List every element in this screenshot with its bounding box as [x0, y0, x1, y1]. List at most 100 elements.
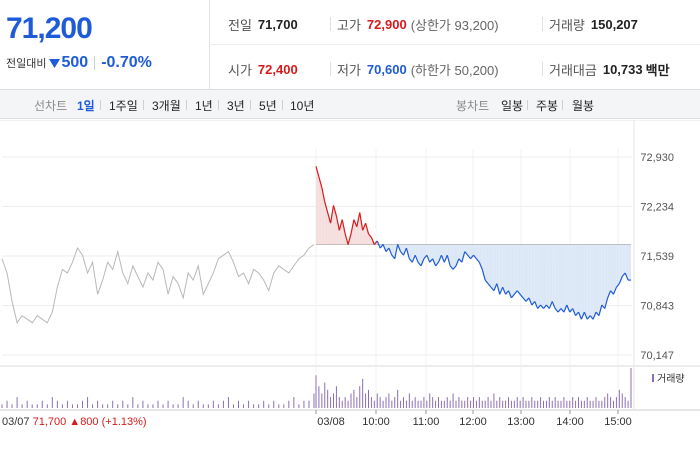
today-price-segment — [432, 258, 437, 267]
area-fill-up — [356, 212, 360, 245]
area-fill-down — [531, 244, 535, 305]
divider — [330, 17, 331, 31]
price-chart-area: 72,930 72,234 71,539 70,843 70,147 03/08 10:00… — [0, 120, 700, 450]
today-price-segment — [563, 304, 568, 313]
area-fill-down — [409, 244, 413, 263]
today-price-segment — [583, 311, 588, 320]
area-fill-down — [526, 244, 529, 302]
today-price-segment — [589, 315, 594, 320]
stat-high: 고가 72,900 (상한가 93,200) — [337, 15, 499, 34]
period-1w[interactable]: 1주일 — [109, 99, 138, 113]
area-fill-down — [496, 244, 500, 295]
chart-toolbar: 선차트 1일 1주일 3개월 1년 3년 5년 10년 봉차트 일봉 주봉 월봉 — [0, 90, 700, 119]
divider — [330, 62, 331, 76]
period-1d[interactable]: 1일 — [77, 99, 95, 113]
divider — [218, 100, 219, 110]
today-price-segment — [470, 254, 474, 260]
prev-day-change-pct: (+1.13%) — [102, 416, 147, 428]
today-price-segment — [592, 311, 597, 320]
divider — [143, 100, 144, 110]
divider — [542, 17, 543, 31]
today-price-segment — [411, 254, 416, 263]
today-price-segment — [443, 254, 448, 263]
area-fill-down — [435, 244, 439, 266]
intraday-price-chart[interactable]: 72,930 72,234 71,539 70,843 70,147 03/08 10:00… — [0, 120, 700, 450]
volume-legend-swatch — [652, 374, 654, 382]
area-fill-down — [598, 244, 602, 316]
today-price-segment — [604, 297, 609, 309]
today-price-segment — [575, 311, 579, 317]
price-panel: 71,200 전일대비 500 -0.70% — [0, 0, 210, 90]
period-3y[interactable]: 3년 — [227, 99, 245, 113]
candle-daily[interactable]: 일봉 — [501, 99, 524, 113]
today-price-segment — [621, 272, 626, 277]
candle-monthly[interactable]: 월봉 — [572, 99, 595, 113]
area-fill-up — [365, 223, 369, 245]
today-price-segment — [475, 258, 480, 263]
today-price-segment — [525, 297, 530, 302]
today-price-segment — [519, 293, 524, 299]
area-fill-down — [561, 244, 564, 313]
today-price-segment — [531, 301, 536, 306]
today-price-segment — [350, 219, 355, 234]
period-1y[interactable]: 1년 — [195, 99, 213, 113]
area-fill-down — [625, 244, 629, 281]
today-price-segment — [359, 212, 364, 231]
today-price-segment — [397, 244, 402, 252]
area-fill-down — [444, 244, 448, 263]
period-3m[interactable]: 3개월 — [152, 99, 181, 113]
today-price-segment — [612, 286, 617, 295]
area-fill-down — [622, 244, 626, 277]
x-tick-label: 15:00 — [604, 416, 632, 428]
area-fill-down — [584, 244, 588, 320]
volume-legend: 거래량 — [657, 373, 685, 385]
today-price-segment — [338, 219, 343, 231]
area-fill-down — [429, 244, 433, 263]
stat-low: 저가 70,600 (하한가 50,200) — [337, 60, 499, 79]
y-tick-label: 70,147 — [640, 350, 674, 362]
today-price-segment — [537, 304, 542, 309]
today-price-segment — [560, 308, 565, 313]
today-price-segment — [347, 233, 352, 245]
today-price-segment — [624, 272, 629, 281]
stat-label: 거래량 — [549, 18, 585, 33]
today-price-segment — [356, 212, 361, 227]
today-price-segment — [499, 286, 504, 295]
up-triangle-icon: ▲ — [69, 416, 80, 428]
area-fill-up — [318, 176, 322, 245]
today-price-segment — [400, 251, 404, 256]
stat-label: 거래대금 — [549, 63, 597, 78]
area-fill-down — [619, 244, 623, 284]
today-price-segment — [598, 304, 603, 316]
today-price-segment — [335, 215, 340, 231]
candle-weekly[interactable]: 주봉 — [536, 99, 559, 113]
stat-unit: 백만 — [645, 63, 670, 78]
today-price-segment — [414, 254, 419, 263]
today-price-segment — [458, 258, 463, 263]
area-fill-down — [528, 244, 532, 305]
today-price-segment — [370, 237, 375, 245]
today-price-segment — [484, 279, 489, 285]
today-price-segment — [551, 301, 556, 309]
today-price-segment — [362, 222, 367, 231]
area-fill-down — [491, 244, 494, 291]
area-fill-down — [587, 244, 591, 320]
lower-limit: (하한가 50,200) — [410, 63, 499, 78]
area-fill-down — [412, 244, 416, 263]
period-5y[interactable]: 5년 — [259, 99, 277, 113]
today-price-segment — [490, 286, 495, 292]
area-fill-down — [520, 244, 524, 298]
today-price-segment — [394, 244, 399, 259]
area-fill-down — [456, 244, 459, 266]
upper-limit: (상한가 93,200) — [410, 18, 499, 33]
today-price-segment — [595, 311, 600, 317]
period-10y[interactable]: 10년 — [290, 99, 315, 113]
prev-day-price-line — [1, 244, 315, 324]
area-fill-down — [505, 244, 509, 295]
today-price-segment — [467, 254, 472, 260]
today-price-segment — [601, 304, 606, 309]
today-price-segment — [388, 247, 393, 256]
today-price-segment — [437, 254, 442, 263]
area-fill-down — [572, 244, 576, 316]
area-fill-down — [511, 244, 515, 298]
